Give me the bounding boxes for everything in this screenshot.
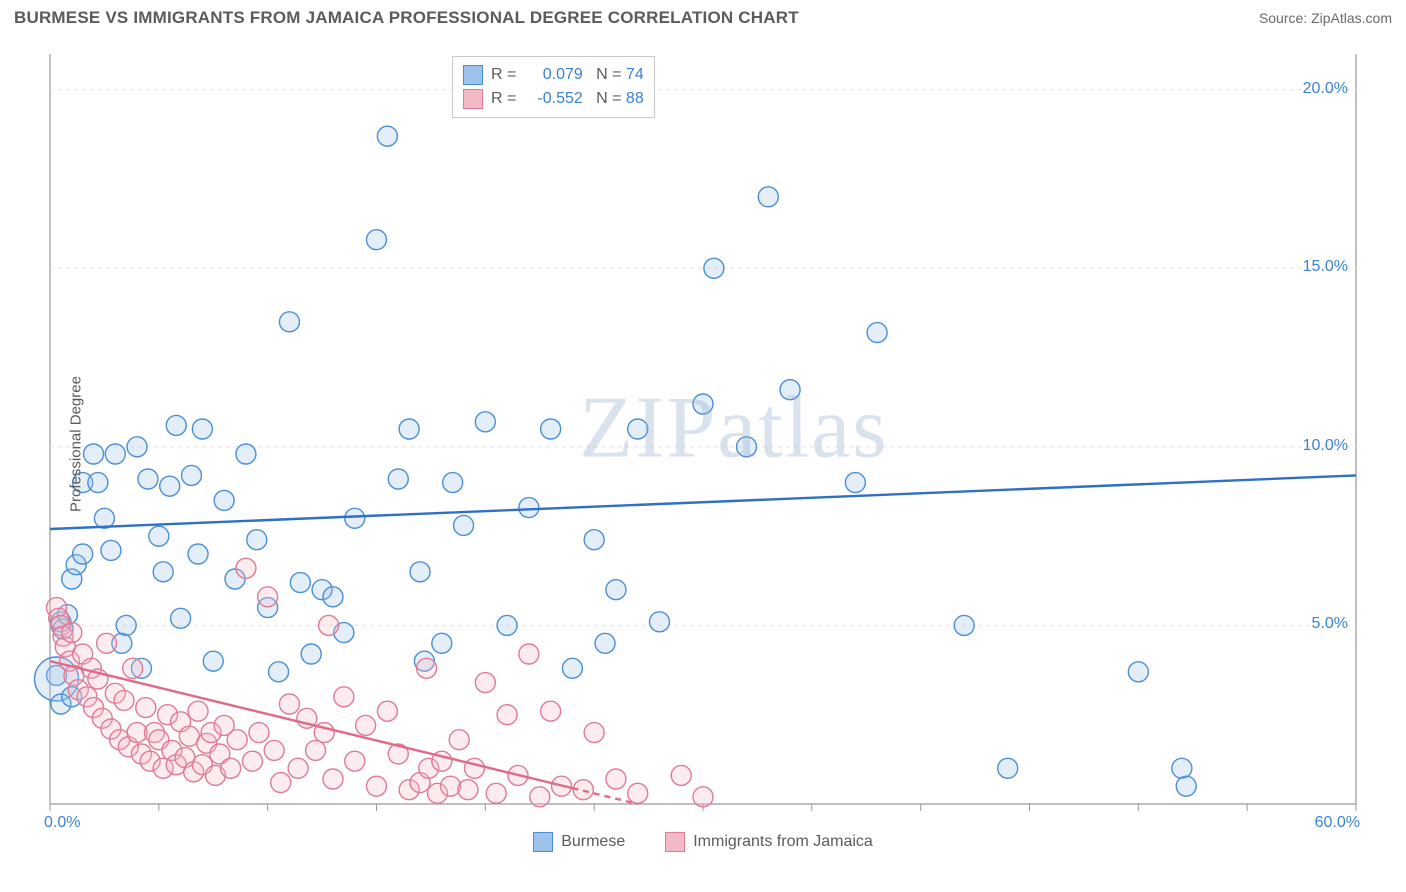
- source-attribution: Source: ZipAtlas.com: [1259, 10, 1392, 26]
- legend-swatch-burmese: [533, 832, 553, 852]
- source-prefix: Source:: [1259, 10, 1311, 26]
- chart-container: Professional Degree ZIPatlas R = 0.079 N…: [0, 34, 1406, 854]
- stats-row: R = -0.552 N = 88: [463, 87, 644, 111]
- bottom-legend: Burmese Immigrants from Jamaica: [0, 826, 1406, 854]
- y-tick-label: 5.0%: [1312, 615, 1348, 633]
- correlation-stats-box: R = 0.079 N = 74R = -0.552 N = 88: [452, 56, 655, 118]
- legend-swatch-jamaica: [665, 832, 685, 852]
- legend-label-burmese: Burmese: [561, 833, 625, 851]
- stats-row: R = 0.079 N = 74: [463, 63, 644, 87]
- y-tick-label: 15.0%: [1303, 258, 1348, 276]
- x-tick-label: 60.0%: [1315, 814, 1360, 832]
- chart-title: BURMESE VS IMMIGRANTS FROM JAMAICA PROFE…: [14, 8, 799, 28]
- stats-swatch: [463, 89, 483, 109]
- stats-text: R = 0.079 N = 74: [491, 63, 644, 87]
- chart-header: BURMESE VS IMMIGRANTS FROM JAMAICA PROFE…: [0, 0, 1406, 34]
- legend-label-jamaica: Immigrants from Jamaica: [693, 833, 873, 851]
- stats-text: R = -0.552 N = 88: [491, 87, 644, 111]
- legend-item-burmese: Burmese: [533, 832, 625, 852]
- y-tick-label: 20.0%: [1303, 80, 1348, 98]
- legend-item-jamaica: Immigrants from Jamaica: [665, 832, 873, 852]
- y-axis-label: Professional Degree: [67, 376, 84, 512]
- scatter-chart-svg: [0, 34, 1406, 854]
- x-tick-label: 0.0%: [44, 814, 80, 832]
- y-tick-label: 10.0%: [1303, 437, 1348, 455]
- source-link[interactable]: ZipAtlas.com: [1311, 10, 1392, 26]
- stats-swatch: [463, 65, 483, 85]
